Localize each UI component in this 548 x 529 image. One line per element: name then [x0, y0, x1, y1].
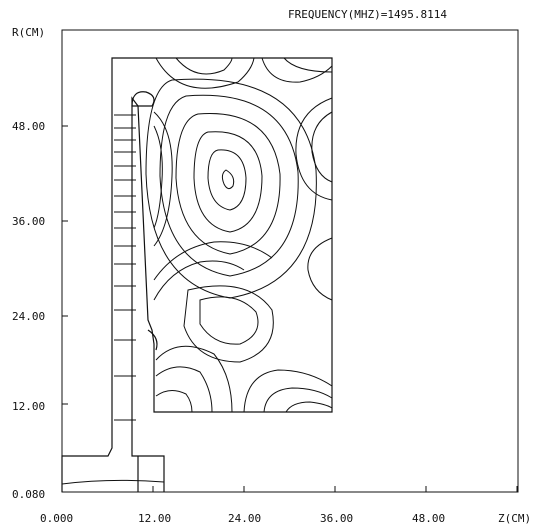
y-axis-label: R(CM)	[12, 26, 45, 39]
y-tick-label-3: 36.00	[12, 215, 45, 228]
x-tick-label-4: 48.00	[412, 512, 445, 525]
x-ticks	[61, 486, 518, 492]
y-tick-label-2: 24.00	[12, 310, 45, 323]
y-tick-label-0: 0.080	[12, 488, 45, 501]
cavity-contours	[145, 57, 333, 413]
y-ticks	[62, 125, 68, 493]
coax-contours	[61, 114, 165, 485]
plot-frame	[61, 29, 519, 493]
y-tick-label-1: 12.00	[12, 400, 45, 413]
coupler-tip	[131, 91, 155, 107]
x-tick-label-2: 24.00	[228, 512, 261, 525]
x-tick-label-0: 0.000	[40, 512, 73, 525]
frequency-label: FREQUENCY(MHZ)=1495.8114	[288, 8, 447, 21]
gap-nose	[147, 329, 158, 351]
y-tick-label-4: 48.00	[12, 120, 45, 133]
x-tick-label-1: 12.00	[138, 512, 171, 525]
x-axis-label: Z(CM)	[498, 512, 531, 525]
cavity-outline	[61, 57, 333, 492]
x-tick-label-3: 36.00	[320, 512, 353, 525]
